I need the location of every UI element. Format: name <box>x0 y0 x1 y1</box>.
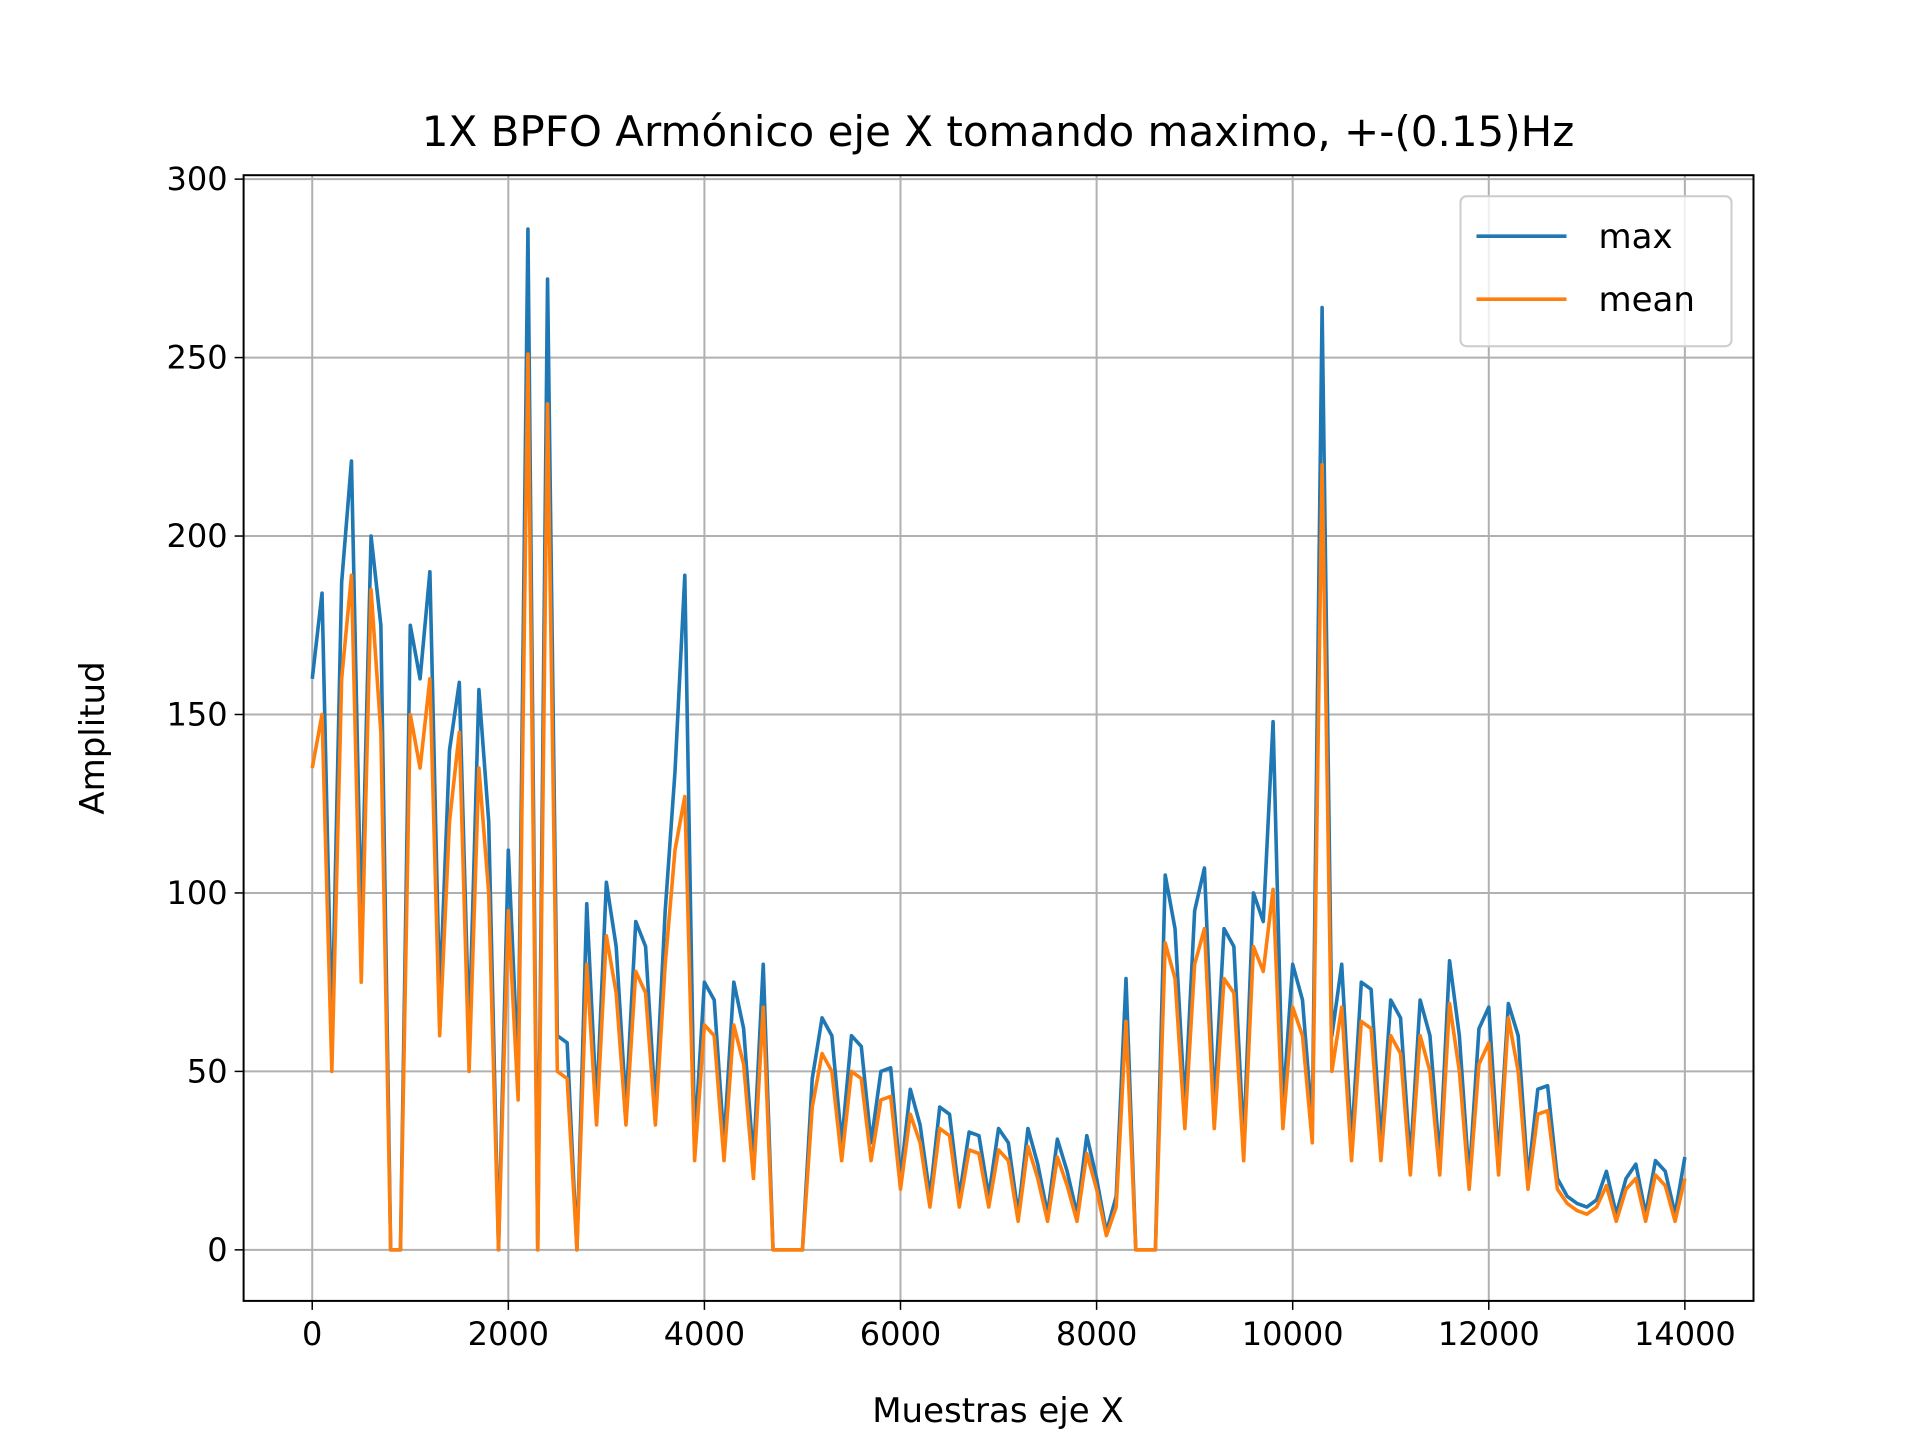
x-tick-label: 4000 <box>664 1315 745 1353</box>
plot-frame <box>242 174 1755 1302</box>
chart-title: 1X BPFO Armónico eje X tomando maximo, +… <box>422 107 1575 156</box>
x-tick-label: 14000 <box>1634 1315 1736 1353</box>
y-tick-label: 0 <box>207 1231 227 1269</box>
series-line <box>310 352 1687 1252</box>
x-tick-label: 6000 <box>860 1315 941 1353</box>
y-tick-label: 250 <box>167 339 228 377</box>
x-axis-label: Muestras eje X <box>872 1391 1124 1431</box>
legend-label: max <box>1599 217 1673 257</box>
x-tick-label: 0 <box>302 1315 322 1353</box>
x-tick-label: 2000 <box>468 1315 549 1353</box>
y-axis-label: Amplitud <box>73 661 113 814</box>
y-tick-label: 150 <box>167 695 228 733</box>
legend-box <box>1459 195 1733 348</box>
x-tick-label: 8000 <box>1056 1315 1137 1353</box>
x-tick-label: 12000 <box>1438 1315 1540 1353</box>
legend-label: mean <box>1599 280 1695 320</box>
y-tick-label: 100 <box>167 874 228 912</box>
y-tick-label: 50 <box>187 1052 228 1090</box>
y-tick-label: 300 <box>167 160 228 198</box>
x-tick-label: 10000 <box>1242 1315 1344 1353</box>
y-tick-label: 200 <box>167 517 228 555</box>
